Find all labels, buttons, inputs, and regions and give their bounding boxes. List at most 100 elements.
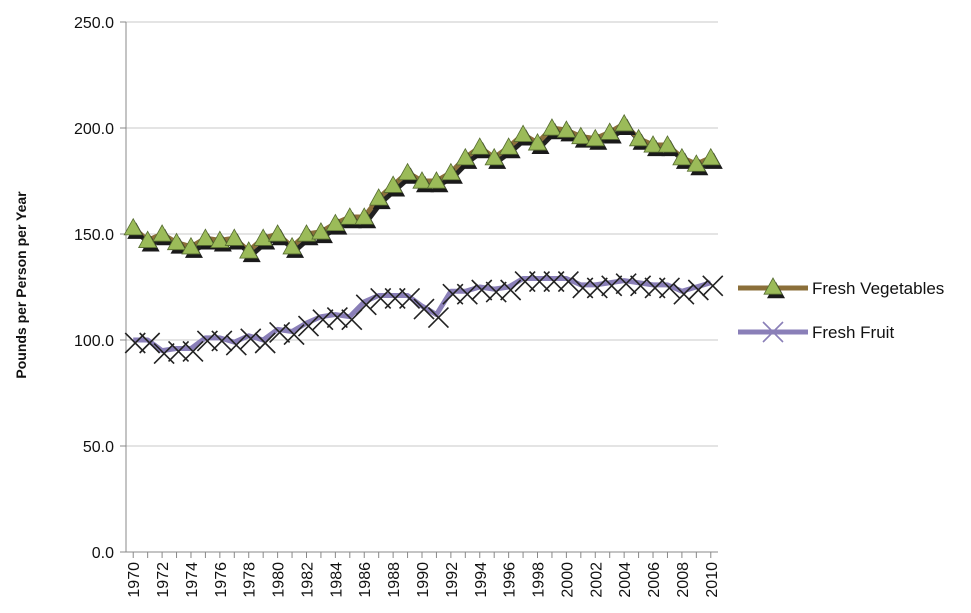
- data-point: [195, 228, 216, 246]
- x-tick-label: 2004: [617, 562, 634, 598]
- legend-label: Fresh Vegetables: [812, 279, 944, 298]
- legend-item: Fresh Fruit: [738, 321, 894, 343]
- x-tick-label: 1974: [184, 562, 201, 598]
- data-point: [628, 128, 649, 147]
- data-point: [702, 275, 724, 297]
- series-fresh-fruit: [124, 270, 724, 365]
- data-point: [456, 283, 478, 305]
- data-point: [211, 330, 233, 352]
- data-point: [354, 207, 374, 225]
- y-tick-label: 50.0: [83, 439, 114, 456]
- data-point: [571, 126, 591, 145]
- data-point: [398, 287, 421, 310]
- data-point: [340, 207, 360, 225]
- data-point: [557, 270, 579, 293]
- data-point: [484, 147, 504, 166]
- x-tick-label: 1982: [299, 562, 316, 598]
- data-point: [166, 232, 187, 251]
- x-tick-label: 1996: [502, 562, 519, 598]
- data-point: [672, 147, 692, 166]
- x-tick-label: 1970: [126, 562, 143, 598]
- data-point: [240, 328, 262, 350]
- data-point: [686, 154, 707, 172]
- data-point: [527, 133, 548, 151]
- y-tick-label: 200.0: [74, 121, 114, 138]
- x-tick-label: 1986: [357, 562, 374, 598]
- data-point: [643, 135, 663, 153]
- x-tick-label: 2000: [559, 562, 576, 598]
- data-point: [224, 228, 244, 246]
- data-point: [513, 124, 533, 142]
- legend-item: Fresh Vegetables: [738, 277, 944, 299]
- data-point: [210, 230, 230, 248]
- data-point: [296, 224, 317, 242]
- data-point: [542, 118, 562, 136]
- x-tick-label: 1994: [473, 562, 490, 598]
- x-tick-label: 1980: [271, 562, 288, 598]
- data-point: [701, 147, 721, 166]
- data-point: [455, 147, 475, 166]
- x-tick-label: 2008: [675, 562, 692, 598]
- y-tick-label: 250.0: [74, 15, 114, 32]
- x-tick-label: 1998: [531, 562, 548, 598]
- legend-label: Fresh Fruit: [812, 323, 894, 342]
- data-point: [426, 171, 447, 189]
- data-point: [153, 343, 175, 365]
- data-point: [383, 175, 403, 193]
- data-point: [181, 236, 201, 255]
- data-point: [600, 122, 620, 140]
- data-point: [254, 332, 276, 354]
- legend-marker: [763, 277, 783, 295]
- data-point: [311, 222, 331, 240]
- data-point: [412, 171, 432, 189]
- x-tick-label: 1976: [213, 562, 230, 598]
- y-axis: 0.0 50.0 100.0 150.0 200.0 250.0: [74, 15, 127, 562]
- x-axis: 1970 1972 1974 1976 1978 1980 1982 1984 1986 1988…: [126, 551, 721, 598]
- data-point: [152, 224, 172, 242]
- plot-area: [123, 113, 724, 365]
- x-tick-label: 2002: [588, 562, 605, 598]
- data-point: [139, 332, 161, 354]
- legend-marker: [762, 321, 784, 343]
- data-point: [687, 279, 709, 301]
- legend: Fresh Vegetables Fresh Fruit: [738, 277, 944, 343]
- x-tick-label: 1992: [444, 562, 461, 598]
- data-point: [498, 137, 519, 155]
- data-point: [556, 120, 577, 138]
- data-point: [470, 137, 490, 155]
- x-tick-label: 1978: [242, 562, 259, 598]
- data-point: [658, 277, 681, 299]
- data-point: [137, 230, 158, 248]
- data-point: [657, 135, 678, 153]
- data-point: [427, 306, 450, 329]
- data-point: [355, 294, 377, 316]
- data-point: [325, 213, 346, 232]
- data-point: [283, 323, 305, 346]
- series-fresh-vegetables: [123, 113, 723, 263]
- data-point: [239, 241, 259, 259]
- data-point: [397, 162, 418, 181]
- data-point: [123, 217, 143, 236]
- data-point: [585, 128, 605, 147]
- x-tick-label: 1972: [155, 562, 172, 598]
- x-tick-label: 1990: [415, 562, 432, 598]
- gridlines: [126, 21, 718, 447]
- data-point: [441, 162, 461, 181]
- data-point: [225, 334, 247, 356]
- data-point: [267, 224, 288, 242]
- data-point: [586, 277, 608, 299]
- y-tick-label: 0.0: [92, 545, 114, 562]
- x-tick-label: 2006: [646, 562, 663, 598]
- data-point: [297, 315, 320, 337]
- data-point: [182, 340, 204, 363]
- x-tick-label: 1984: [328, 562, 345, 598]
- x-tick-label: 2010: [704, 562, 721, 598]
- y-axis-label: Pounds per Person per Year: [13, 191, 29, 379]
- data-point: [413, 298, 435, 320]
- y-tick-label: 100.0: [74, 333, 114, 350]
- data-point: [614, 113, 634, 132]
- y-tick-label: 150.0: [74, 227, 114, 244]
- data-point: [369, 188, 389, 206]
- data-point: [485, 281, 507, 303]
